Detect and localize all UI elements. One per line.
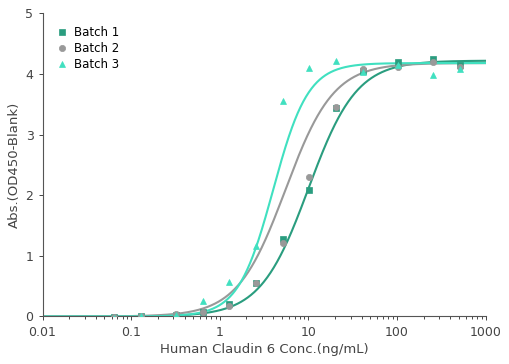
Batch 1	[394, 60, 400, 64]
Batch 2	[199, 309, 205, 314]
Batch 3	[394, 63, 400, 67]
Batch 1	[199, 309, 205, 314]
Batch 3	[226, 280, 232, 284]
Line: Batch 2: Batch 2	[110, 59, 462, 320]
Batch 2	[394, 64, 400, 69]
Batch 3	[456, 67, 462, 71]
Batch 3	[332, 59, 338, 63]
X-axis label: Human Claudin 6 Conc.(ng/mL): Human Claudin 6 Conc.(ng/mL)	[159, 343, 367, 356]
Batch 1	[173, 312, 179, 317]
Batch 2	[226, 303, 232, 308]
Legend: Batch 1, Batch 2, Batch 3: Batch 1, Batch 2, Batch 3	[53, 22, 123, 74]
Batch 2	[430, 60, 436, 64]
Batch 2	[279, 240, 285, 245]
Batch 3	[359, 70, 365, 74]
Batch 3	[430, 73, 436, 78]
Batch 1	[430, 57, 436, 61]
Batch 2	[111, 315, 117, 319]
Batch 1	[137, 314, 144, 318]
Line: Batch 3: Batch 3	[110, 58, 462, 321]
Batch 2	[306, 175, 312, 179]
Batch 1	[252, 280, 259, 285]
Batch 3	[252, 244, 259, 248]
Batch 1	[456, 63, 462, 67]
Batch 1	[306, 188, 312, 193]
Batch 2	[173, 312, 179, 316]
Y-axis label: Abs.(OD450-Blank): Abs.(OD450-Blank)	[8, 102, 21, 228]
Batch 1	[226, 302, 232, 306]
Batch 1	[111, 315, 117, 319]
Batch 3	[279, 98, 285, 103]
Batch 2	[456, 64, 462, 69]
Batch 2	[332, 104, 338, 109]
Batch 2	[137, 314, 144, 318]
Batch 1	[332, 106, 338, 110]
Line: Batch 1: Batch 1	[110, 56, 462, 320]
Batch 3	[306, 66, 312, 70]
Batch 2	[252, 280, 259, 285]
Batch 3	[111, 316, 117, 320]
Batch 1	[359, 69, 365, 73]
Batch 3	[199, 298, 205, 303]
Batch 3	[173, 312, 179, 317]
Batch 1	[279, 237, 285, 241]
Batch 3	[137, 314, 144, 318]
Batch 2	[359, 67, 365, 71]
